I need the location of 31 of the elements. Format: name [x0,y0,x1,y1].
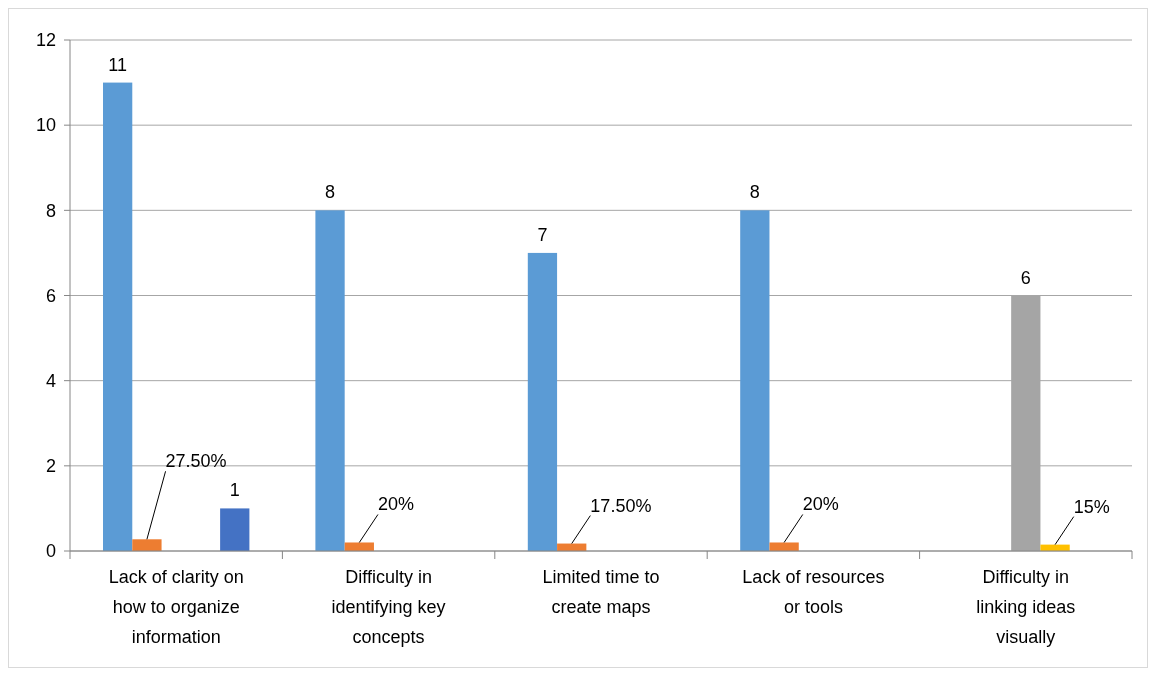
bar [103,82,133,551]
y-tick-label: 4 [45,370,56,391]
data-label: 8 [749,182,760,203]
y-tick-label: 12 [35,30,56,51]
data-label: 1 [229,480,240,501]
data-label: 15% [1073,496,1110,517]
data-label: 11 [108,54,127,75]
data-label: 17.50% [590,495,652,516]
bar [315,210,345,551]
x-tick-label: Limited time to create maps [542,567,660,617]
data-label: 7 [537,224,548,245]
x-tick-label: Difficulty in identifying key concepts [331,567,446,647]
x-tick-label: Lack of clarity on how to organize information [108,567,244,647]
x-tick-label: Difficulty in linking ideas visually [976,567,1076,647]
data-label: 20% [802,494,839,515]
x-tick-label: Lack of resources or tools [742,567,885,617]
data-label: 8 [325,182,336,203]
y-tick-label: 2 [45,456,56,477]
y-tick-label: 0 [45,541,56,562]
bar [769,542,799,551]
bar [527,252,558,551]
bar [344,542,374,551]
bar [220,508,250,551]
y-tick-label: 8 [45,200,56,221]
data-label: 6 [1020,267,1031,288]
y-tick-label: 6 [45,285,56,306]
bar [740,210,770,551]
y-tick-label: 10 [35,115,56,136]
bar [132,539,162,551]
data-label: 27.50% [165,451,227,472]
data-label: 20% [377,494,414,515]
